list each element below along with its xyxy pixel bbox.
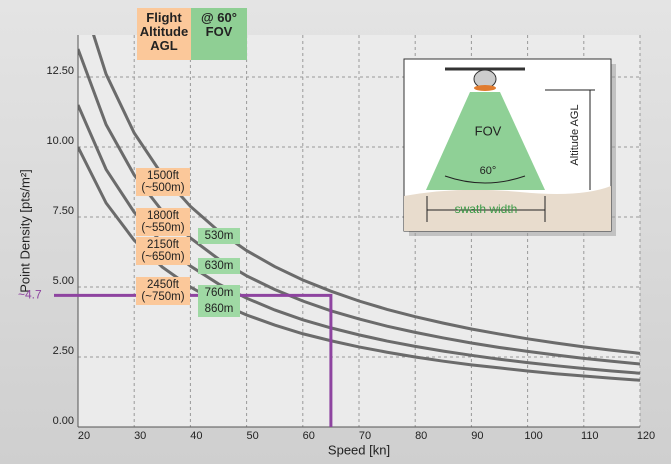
y-tick-label: 5.00 (53, 275, 74, 287)
x-axis-title: Speed [kn] (328, 442, 390, 457)
swath-label: 630m (198, 258, 240, 274)
y-tick-label: 10.00 (46, 135, 74, 147)
altitude-label: 1500ft (~500m) (136, 168, 190, 196)
diagram-fov: FOV (475, 123, 502, 138)
x-tick-label: 60 (303, 430, 315, 442)
y-axis-title: Point Density [pts/m²] (17, 169, 32, 293)
diagram-altitude: Altitude AGL (569, 104, 581, 165)
x-tick-label: 110 (581, 430, 599, 442)
curve (78, 146, 640, 382)
x-tick-label: 30 (134, 430, 146, 442)
swath-label: 760m (198, 285, 240, 301)
x-tick-label: 100 (524, 430, 542, 442)
header-altitude: Flight Altitude AGL (137, 8, 191, 60)
y-tick-label: 12.50 (46, 65, 74, 77)
x-tick-label: 20 (78, 430, 90, 442)
diagram-angle: 60° (480, 165, 497, 177)
marker-label: ~4.7 (18, 288, 42, 302)
x-tick-label: 80 (415, 430, 427, 442)
x-tick-label: 50 (246, 430, 258, 442)
y-tick-label: 7.50 (53, 205, 74, 217)
header-fov: @ 60° FOV (191, 8, 247, 60)
x-tick-label: 70 (359, 430, 371, 442)
swath-label: 860m (198, 301, 240, 317)
altitude-label: 1800ft (~550m) (136, 208, 190, 236)
x-tick-label: 90 (471, 430, 483, 442)
diagram: FOV 60° Altitude AGL swath width (403, 58, 616, 236)
altitude-label: 2450ft (~750m) (136, 277, 190, 305)
swath-label: 530m (198, 228, 240, 244)
x-tick-label: 120 (637, 430, 655, 442)
altitude-label: 2150ft (~650m) (136, 237, 190, 265)
y-tick-label: 2.50 (53, 345, 74, 357)
x-tick-label: 40 (190, 430, 202, 442)
diagram-swath: swath width (455, 202, 518, 216)
y-tick-label: 0.00 (53, 415, 74, 427)
